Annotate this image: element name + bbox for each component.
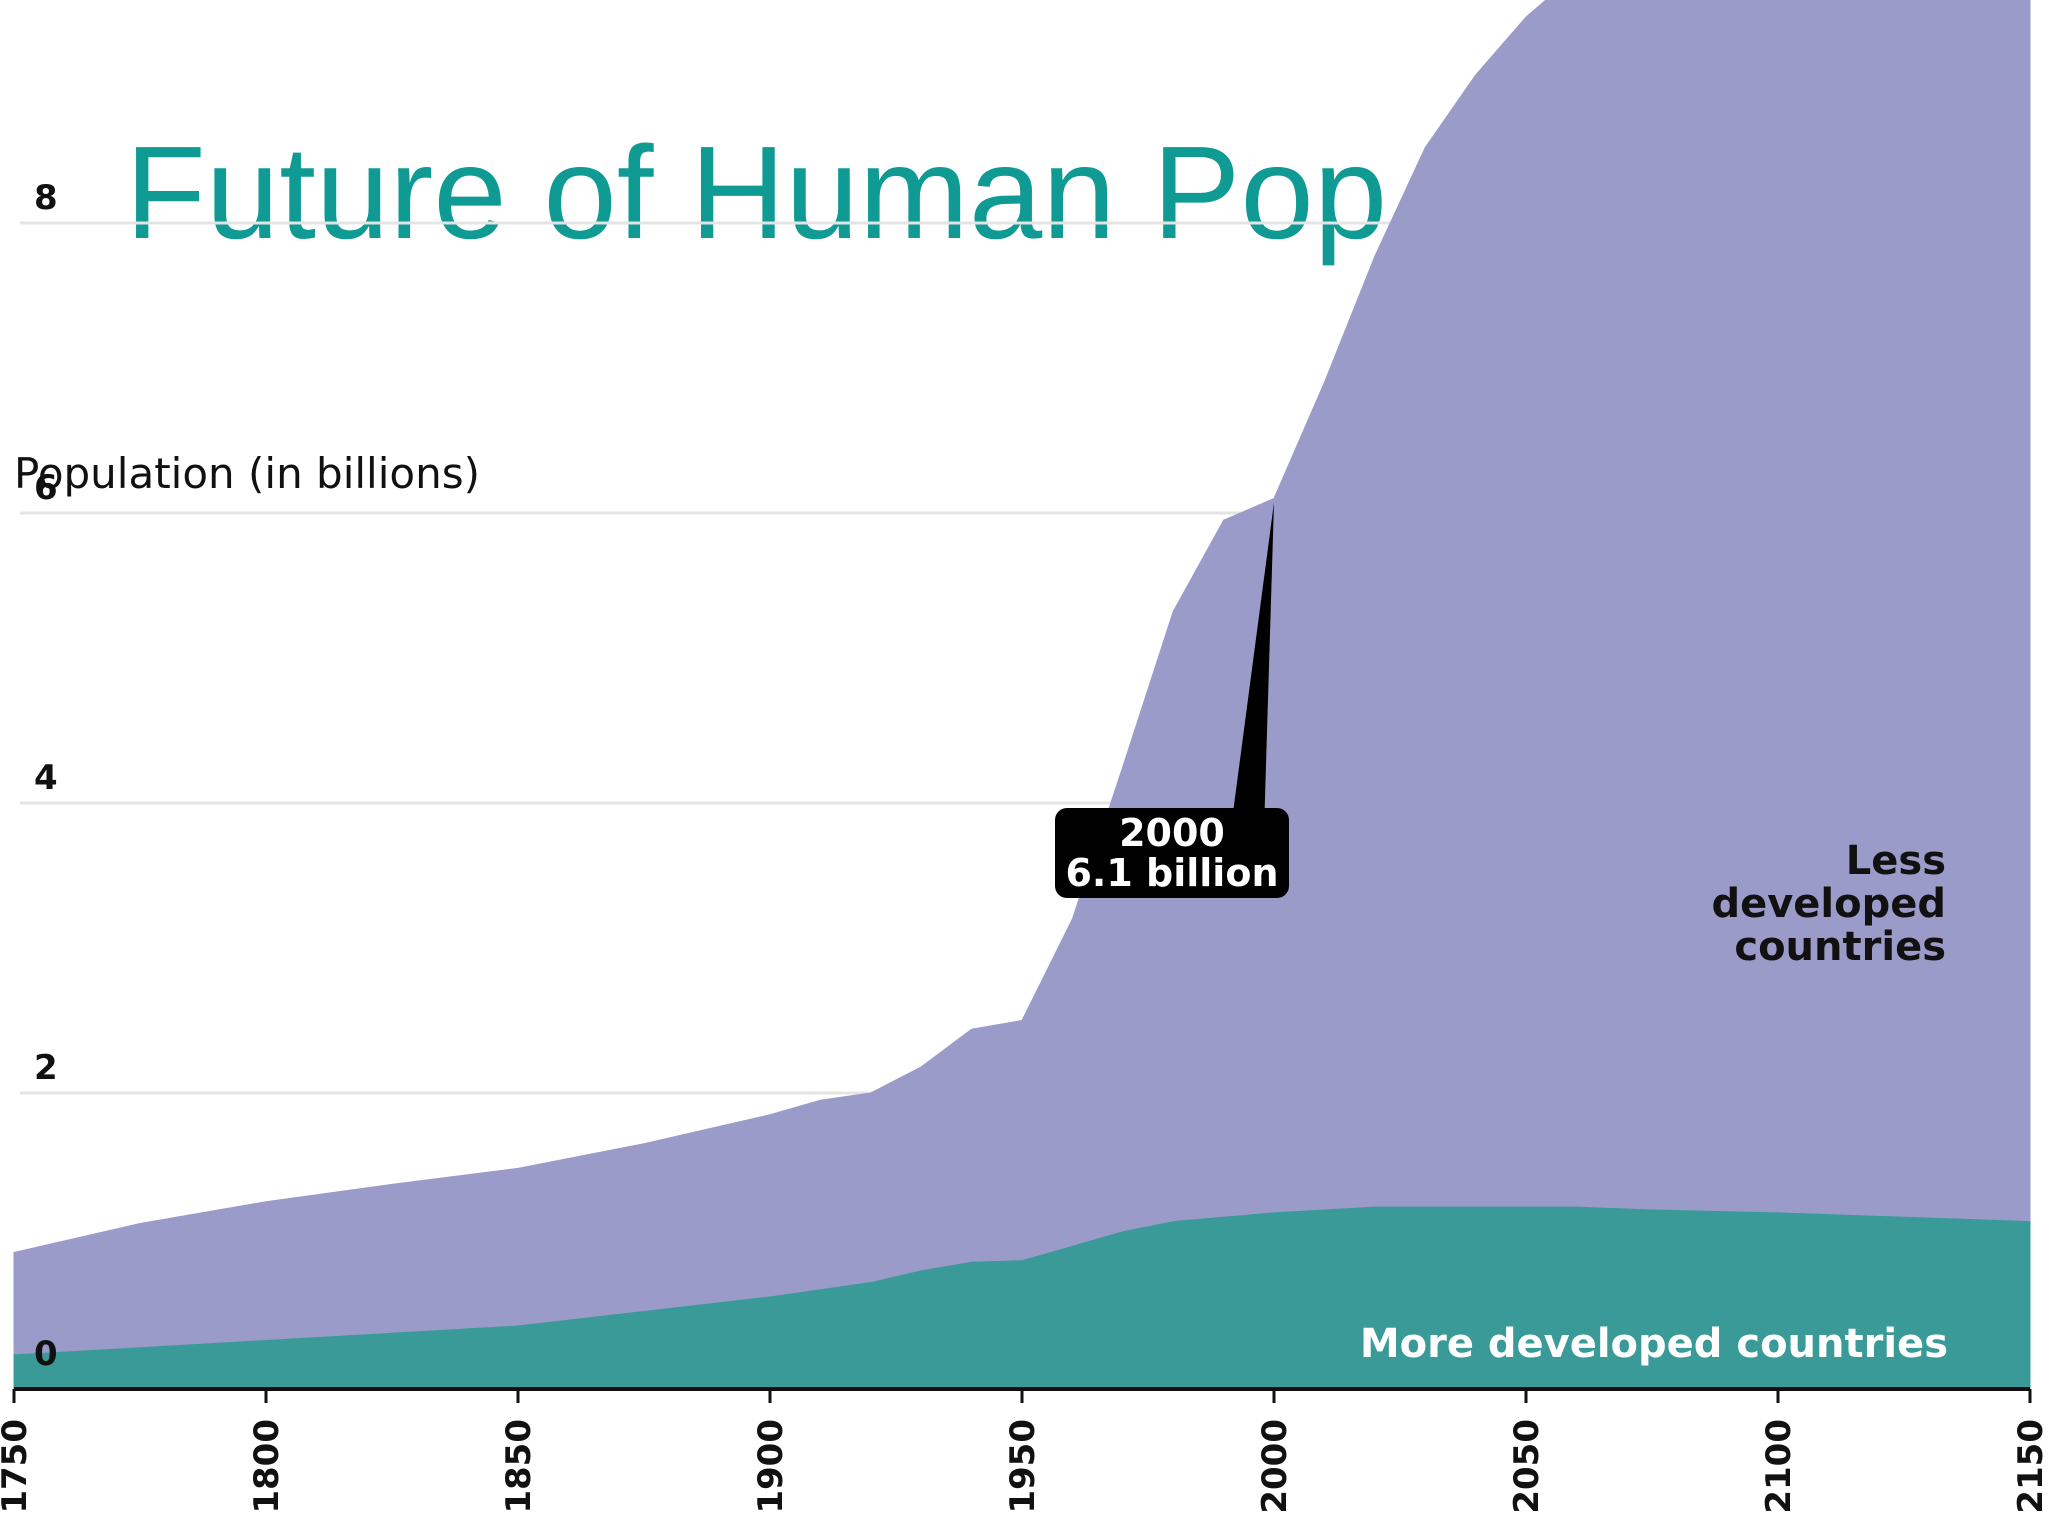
x-tick-label-1800: 1800 — [247, 1419, 287, 1514]
label-more-developed: More developed countries — [1360, 1321, 1948, 1367]
area-less-developed-countries — [13, 0, 2031, 1355]
y-tick-label-2: 2 — [34, 1048, 58, 1088]
label-less-developed-line-1: developed — [1711, 881, 1946, 927]
x-tick-label-2100: 2100 — [1759, 1419, 1799, 1514]
y-tick-label-6: 6 — [34, 468, 58, 508]
y-tick-label-4: 4 — [34, 758, 58, 798]
x-tick-label-2000: 2000 — [1255, 1419, 1295, 1514]
y-axis-label: Population (in billions) — [14, 449, 480, 498]
callout-value: 6.1 billion — [1065, 851, 1278, 895]
x-tick-label-1750: 1750 — [0, 1419, 35, 1514]
x-tick-label-1850: 1850 — [499, 1419, 539, 1514]
label-less-developed-line-2: countries — [1734, 924, 1946, 970]
y-tick-label-8: 8 — [34, 178, 58, 218]
label-less-developed-line-0: Less — [1846, 838, 1946, 884]
x-tick-label-2150: 2150 — [2011, 1419, 2048, 1514]
x-tick-label-1950: 1950 — [1003, 1419, 1043, 1514]
x-tick-label-2050: 2050 — [1507, 1419, 1547, 1514]
x-axis-ticks: 1750 1800 1850 1900 1950 2000 2050 2100 2150 — [0, 1389, 2048, 1514]
callout-year: 2000 — [1119, 811, 1225, 855]
callout-pointer — [1222, 502, 1274, 896]
x-tick-label-1900: 1900 — [751, 1419, 791, 1514]
series-labels: More developed countries Lessdevelopedcou… — [1360, 838, 1948, 1367]
y-tick-label-0: 0 — [34, 1334, 58, 1374]
y-axis-ticks: 0246810 — [34, 178, 58, 1374]
area-series — [13, 0, 2031, 1390]
